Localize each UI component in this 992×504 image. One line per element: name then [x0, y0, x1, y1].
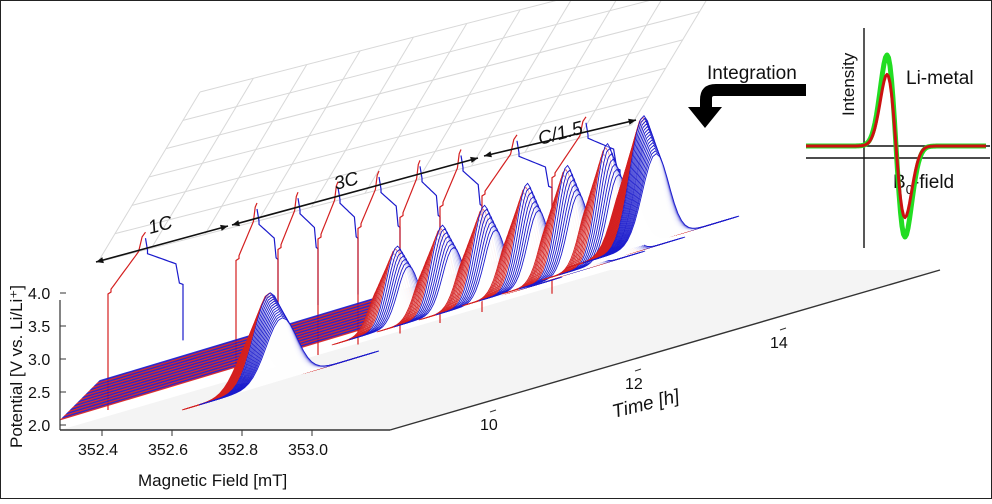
rate-3c-head	[470, 156, 478, 163]
z-tick-label: 14	[770, 335, 788, 352]
baseline-trace	[75, 241, 617, 405]
voltage-charge-segment	[551, 116, 587, 294]
baseline-trace	[77, 240, 618, 404]
baseline-trace	[94, 222, 635, 386]
y-axis-title: Potential [V vs. Li/Li⁺]	[7, 285, 26, 448]
baseline-trace	[69, 247, 611, 411]
x-tick-label: 352.4	[78, 442, 118, 459]
baseline-trace	[71, 245, 613, 409]
baseline-trace	[83, 234, 624, 398]
x-tick-label: 352.6	[148, 442, 188, 459]
voltage-charge-segment	[481, 134, 518, 312]
baseline-trace	[69, 248, 610, 412]
voltage-charge-segment	[107, 231, 146, 410]
wall-gridline-horizontal	[148, 39, 683, 178]
rate-1c-line	[95, 225, 229, 263]
voltage-charge-segment	[399, 160, 421, 334]
baseline-trace	[70, 246, 611, 410]
rate-c15-head	[484, 151, 492, 158]
baseline-trace	[66, 250, 607, 414]
wall-gridline-horizontal	[199, 1, 557, 93]
baseline-trace	[85, 232, 626, 396]
baseline-trace	[81, 236, 622, 400]
baseline-trace	[91, 226, 632, 390]
baseline-trace	[82, 234, 623, 398]
rate-1c-head	[96, 257, 104, 264]
floor-right-edge	[389, 269, 941, 431]
wall-gridline-horizontal	[131, 67, 666, 206]
baseline-trace	[65, 251, 607, 415]
spectrum-trace	[210, 317, 380, 402]
wall-gridline-horizontal	[182, 1, 650, 121]
voltage-discharge-segment	[516, 140, 553, 244]
z-tick-label: 10	[480, 417, 498, 434]
wall-gridline-horizontal	[114, 96, 649, 235]
voltage-discharge-segment	[144, 238, 184, 341]
z-tick	[634, 368, 642, 372]
inset-red-curve	[806, 72, 986, 220]
voltage-discharge-segment	[460, 155, 483, 262]
x-tick-label: 352.8	[218, 442, 258, 459]
waterfall-series	[59, 114, 740, 421]
rate-1c-head	[220, 224, 228, 231]
voltage-charge-segment	[439, 149, 462, 323]
voltage-charge-segment	[317, 181, 339, 355]
rate-c15-head	[628, 118, 636, 125]
baseline-trace	[73, 244, 614, 408]
wall-gridline-horizontal	[97, 124, 632, 263]
integration-arrow	[688, 84, 806, 128]
y-tick-label: 2.0	[28, 418, 50, 435]
z-tick	[489, 409, 497, 413]
wall-gridline-horizontal	[165, 11, 700, 150]
voltage-profile	[107, 116, 621, 410]
rate-3c-line	[231, 157, 479, 226]
voltage-discharge-segment	[256, 208, 279, 316]
y-tick-label: 2.5	[28, 385, 50, 402]
x-axis-title: Magnetic Field [mT]	[138, 471, 287, 490]
rate-c15-line	[483, 119, 637, 157]
voltage-charge-segment	[357, 170, 380, 345]
baseline-trace	[73, 243, 615, 407]
baseline-trace	[67, 250, 608, 414]
voltage-discharge-segment	[337, 187, 359, 295]
baseline-trace	[75, 242, 616, 406]
baseline-trace	[93, 224, 634, 388]
z-tick-label: 12	[625, 376, 643, 393]
inset-legend-label: Li-metal	[906, 68, 974, 89]
baseline-trace	[74, 242, 615, 406]
back-wall	[97, 1, 707, 263]
voltage-charge-segment	[277, 191, 299, 366]
y-tick-label: 3.0	[28, 352, 50, 369]
spectrum-trace	[594, 153, 740, 260]
baseline-trace	[72, 244, 613, 408]
integration-label: Integration	[707, 63, 797, 84]
voltage-charge-segment	[235, 202, 258, 377]
integration-annotation: Integration	[688, 63, 806, 128]
baseline-trace	[79, 238, 620, 402]
z-tick	[779, 327, 787, 331]
baseline-trace	[62, 254, 603, 418]
x-tick-label: 353.0	[288, 442, 328, 459]
y-tick-label: 4.0	[28, 286, 50, 303]
baseline-trace	[71, 246, 612, 410]
y-tick-label: 3.5	[28, 319, 50, 336]
floor-surface	[60, 270, 940, 430]
inset-y-label: Intensity	[839, 52, 858, 116]
voltage-discharge-segment	[297, 198, 319, 305]
floor-plane	[60, 269, 941, 431]
baseline-trace	[84, 232, 625, 396]
voltage-discharge-segment	[419, 166, 441, 273]
rate-3c-head	[232, 220, 240, 227]
voltage-discharge-segment	[378, 176, 401, 284]
